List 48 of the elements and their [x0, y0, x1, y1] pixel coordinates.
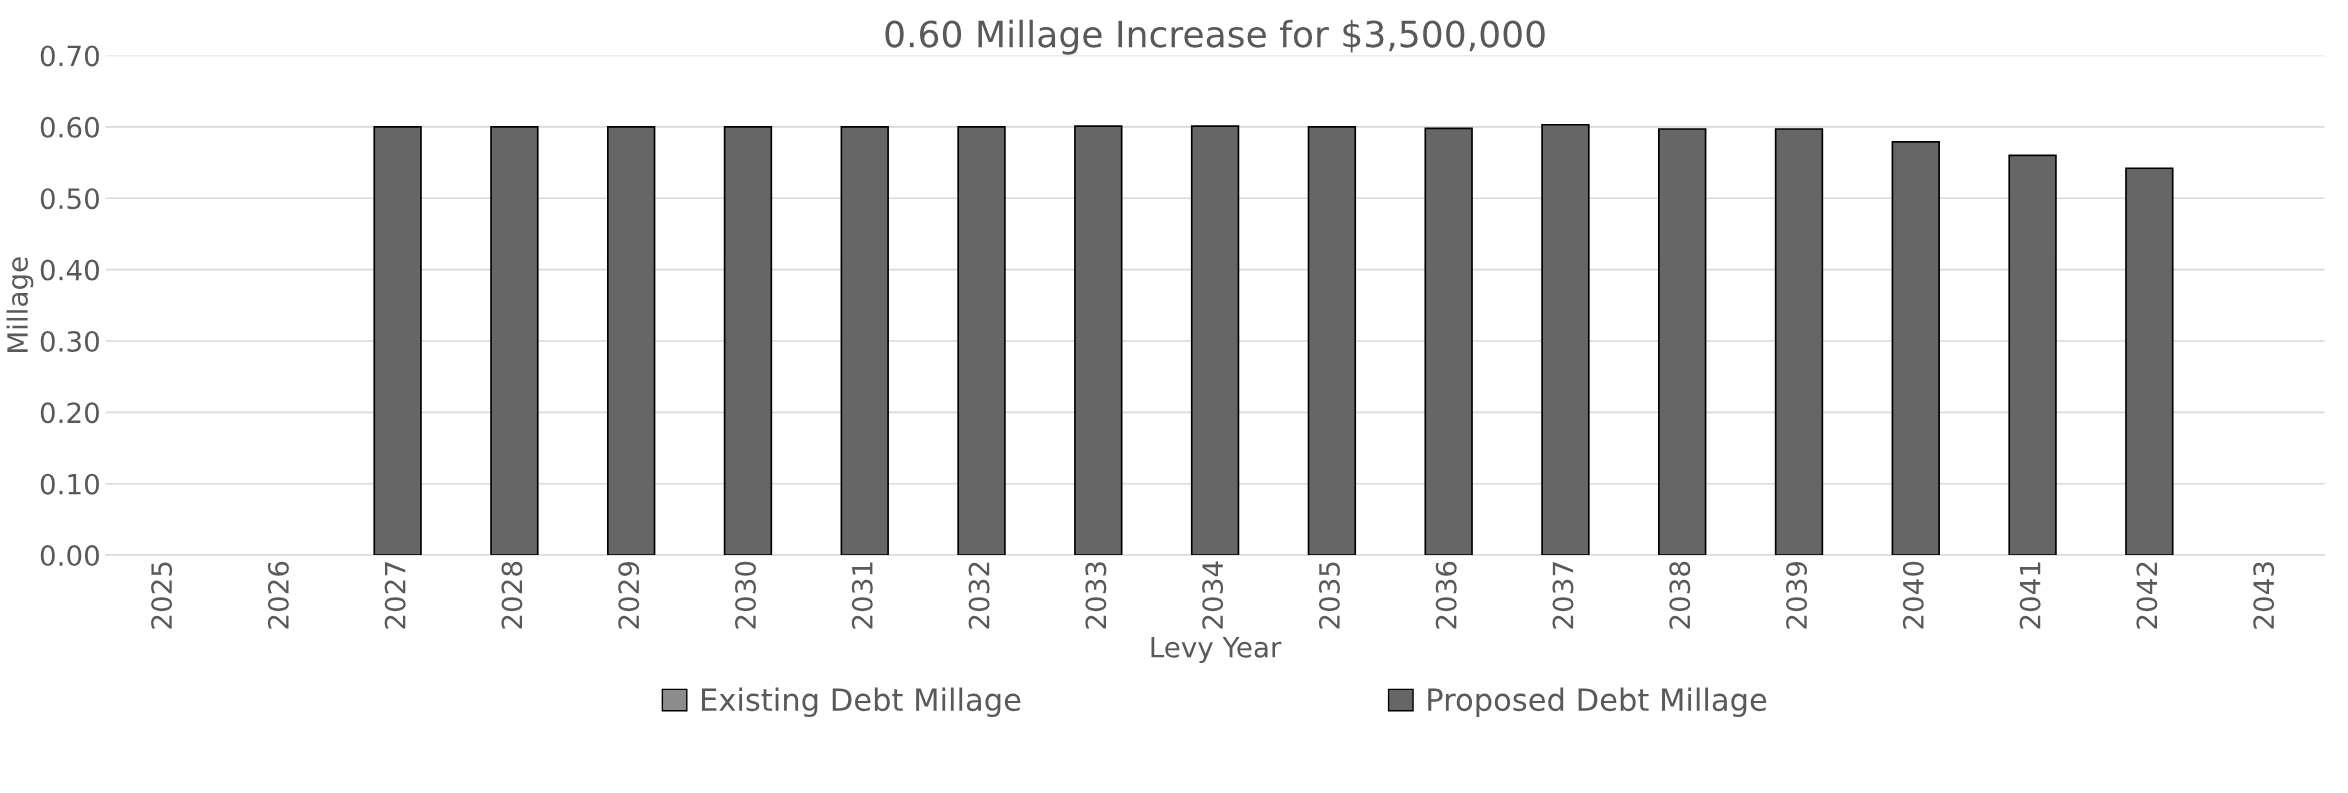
- x-tick-label: 2036: [1435, 561, 1457, 629]
- bar: [2008, 154, 2057, 556]
- y-tick-label: 0.20: [40, 402, 99, 424]
- x-tick-label: 2043: [2253, 562, 2275, 629]
- x-tick-label: 2029: [618, 561, 640, 629]
- x-tick-label: 2037: [1552, 562, 1574, 629]
- bar: [606, 126, 656, 556]
- y-tick-label: 0.70: [40, 45, 99, 67]
- x-tick-label: 2035: [1318, 562, 1340, 629]
- bar: [1891, 141, 1940, 556]
- x-tick-label: 2027: [384, 562, 406, 629]
- bar: [1307, 126, 1357, 556]
- bar: [1774, 128, 1824, 556]
- bar: [1074, 125, 1123, 556]
- y-tick-label: 0.00: [40, 545, 99, 567]
- legend-label: Existing Debt Millage: [702, 687, 1021, 718]
- bar: [1658, 128, 1707, 556]
- x-tick-label: 2025: [151, 562, 173, 629]
- x-tick-label: 2030: [735, 561, 757, 629]
- x-tick-label: 2039: [1786, 561, 1808, 629]
- bar: [723, 126, 773, 556]
- bar: [1190, 125, 1240, 556]
- bar: [840, 126, 889, 556]
- y-tick-label: 0.60: [40, 116, 99, 138]
- bar: [490, 126, 539, 556]
- x-axis-title: Levy Year: [1151, 637, 1282, 664]
- chart-title: 0.60 Millage Increase for $3,500,000: [885, 19, 1545, 55]
- y-tick-label: 0.30: [40, 330, 99, 352]
- x-tick-label: 2031: [851, 562, 873, 629]
- y-tick-label: 0.40: [40, 259, 99, 281]
- x-tick-label: 2040: [1902, 561, 1924, 629]
- x-tick-label: 2038: [1669, 561, 1691, 629]
- bar: [1541, 123, 1590, 556]
- x-tick-label: 2033: [1085, 562, 1107, 629]
- y-tick-label: 0.50: [40, 188, 99, 210]
- x-tick-label: 2034: [1202, 561, 1224, 629]
- legend-label: Proposed Debt Millage: [1428, 687, 1767, 718]
- y-axis-title: Millage: [6, 257, 34, 353]
- bar: [2125, 167, 2174, 556]
- x-tick-label: 2032: [968, 562, 990, 629]
- y-tick-label: 0.10: [40, 473, 99, 495]
- x-tick-label: 2041: [2019, 562, 2041, 629]
- x-tick-label: 2026: [267, 561, 289, 629]
- bar: [957, 126, 1006, 556]
- bar: [373, 126, 422, 556]
- bar: [1424, 127, 1473, 556]
- x-tick-label: 2028: [501, 561, 523, 629]
- x-tick-label: 2042: [2136, 562, 2158, 629]
